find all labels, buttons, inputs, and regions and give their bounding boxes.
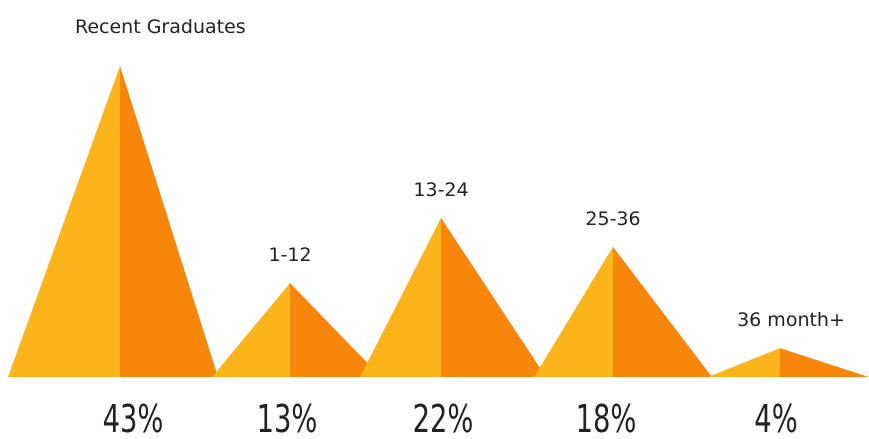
value-label-3: 18% [576, 396, 637, 439]
value-label-2: 22% [413, 396, 474, 439]
value-label-group: 43% 13% 22% 18% 4% [103, 396, 798, 439]
pyramid-2-right-face [441, 217, 546, 377]
pyramid-3-left-face [534, 246, 613, 377]
category-label-2: 13-24 [413, 179, 468, 201]
category-label-3: 25-36 [585, 208, 640, 230]
value-label-1: 13% [257, 396, 318, 439]
pyramid-4-right-face [780, 348, 869, 377]
category-label-group: Recent Graduates 1-12 13-24 25-36 36 month+ [75, 16, 845, 331]
pyramid-1-left-face [212, 282, 290, 377]
pyramid-4-left-face [708, 348, 780, 377]
pyramid-3-right-face [613, 246, 712, 377]
category-label-1: 1-12 [268, 244, 311, 266]
pyramid-0-left-face [8, 66, 120, 377]
category-label-4: 36 month+ [737, 309, 845, 331]
pyramid-group [8, 66, 869, 377]
category-label-0: Recent Graduates [75, 16, 246, 38]
pyramid-2-left-face [360, 217, 441, 377]
pyramid-0-right-face [120, 66, 218, 377]
value-label-0: 43% [103, 396, 164, 439]
value-label-4: 4% [754, 396, 797, 439]
pyramid-1-right-face [290, 282, 381, 377]
